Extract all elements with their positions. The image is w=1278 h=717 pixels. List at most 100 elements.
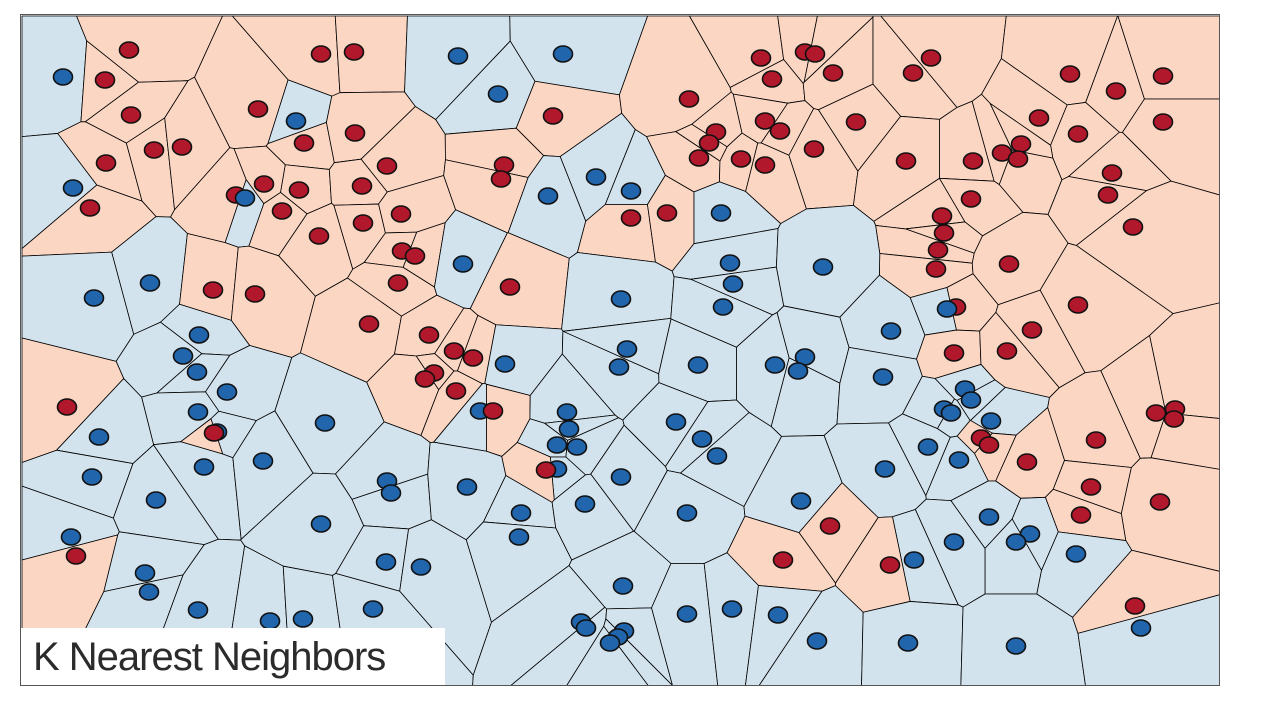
red-data-point (1085, 431, 1107, 449)
blue-data-point (806, 632, 828, 650)
red-data-point (418, 326, 440, 344)
red-data-point (688, 149, 710, 167)
red-data-point (1016, 453, 1038, 471)
blue-data-point (546, 436, 568, 454)
blue-data-point (566, 438, 588, 456)
blue-data-point (88, 428, 110, 446)
red-data-point (244, 285, 266, 303)
blue-data-point (880, 322, 902, 340)
blue-region-cell (1077, 594, 1219, 685)
red-data-point (499, 278, 521, 296)
blue-data-point (556, 403, 578, 421)
red-data-point (1007, 150, 1029, 168)
red-data-point (1097, 186, 1119, 204)
red-region-cell (1149, 302, 1219, 419)
red-data-point (1010, 135, 1032, 153)
blue-data-point (494, 355, 516, 373)
red-data-point (247, 100, 269, 118)
red-data-point (803, 140, 825, 158)
blue-data-point (552, 45, 574, 63)
blue-data-point (978, 508, 1000, 526)
red-data-point (202, 281, 224, 299)
blue-data-point (1005, 533, 1027, 551)
blue-data-point (1019, 525, 1041, 543)
red-data-point (414, 370, 436, 388)
red-data-point (845, 113, 867, 131)
red-data-point (927, 241, 949, 259)
blue-data-point (487, 85, 509, 103)
red-data-point (351, 177, 373, 195)
red-data-point (925, 260, 947, 278)
red-region-cell (1117, 15, 1219, 100)
blue-data-point (787, 362, 809, 380)
red-data-point (143, 141, 165, 159)
blue-data-point (52, 68, 74, 86)
blue-data-point (60, 528, 82, 546)
red-data-point (730, 150, 752, 168)
red-data-point (996, 342, 1018, 360)
blue-data-point (380, 484, 402, 502)
red-data-point (933, 224, 955, 242)
blue-data-point (676, 504, 698, 522)
blue-data-point (187, 601, 209, 619)
blue-data-point (812, 258, 834, 276)
red-data-point (120, 106, 142, 124)
data-points (52, 41, 1186, 655)
red-data-point (1021, 321, 1043, 339)
red-data-point (678, 90, 700, 108)
red-data-point (95, 154, 117, 172)
blue-data-point (936, 300, 958, 318)
blue-data-point (81, 468, 103, 486)
red-data-point (1124, 597, 1146, 615)
red-data-point (931, 207, 953, 225)
blue-data-point (292, 610, 314, 628)
red-data-point (920, 49, 942, 67)
red-data-point (56, 398, 78, 416)
caption-background (21, 628, 445, 685)
blue-data-point (145, 491, 167, 509)
blue-data-point (903, 551, 925, 569)
red-data-point (293, 134, 315, 152)
red-data-point (490, 170, 512, 188)
blue-data-point (960, 391, 982, 409)
red-data-point (819, 517, 841, 535)
blue-data-point (948, 451, 970, 469)
blue-data-point (188, 326, 210, 344)
blue-data-point (139, 274, 161, 292)
red-data-point (1145, 404, 1167, 422)
red-data-point (79, 199, 101, 217)
red-data-point (387, 274, 409, 292)
red-data-point (310, 45, 332, 63)
blue-data-point (585, 168, 607, 186)
blue-data-point (187, 403, 209, 421)
voronoi-cells (21, 15, 1219, 685)
blue-region-cell (551, 473, 634, 561)
blue-data-point (710, 204, 732, 222)
blue-data-point (691, 430, 713, 448)
red-data-point (895, 152, 917, 170)
blue-data-point (620, 182, 642, 200)
red-data-point (482, 402, 504, 420)
red-data-point (1152, 67, 1174, 85)
blue-data-point (872, 368, 894, 386)
blue-data-point (410, 558, 432, 576)
blue-data-point (138, 583, 160, 601)
red-data-point (750, 49, 772, 67)
red-data-point (352, 214, 374, 232)
red-data-point (822, 64, 844, 82)
red-data-point (1070, 506, 1092, 524)
red-data-point (1067, 125, 1089, 143)
blue-data-point (665, 413, 687, 431)
plot-title: K Nearest Neighbors (33, 635, 386, 679)
red-data-point (698, 134, 720, 152)
blue-data-point (193, 458, 215, 476)
red-data-point (253, 175, 275, 193)
blue-data-point (234, 189, 256, 207)
red-data-point (462, 349, 484, 367)
red-data-point (960, 190, 982, 208)
blue-data-point (764, 356, 786, 374)
blue-data-point (537, 187, 559, 205)
blue-data-point (874, 460, 896, 478)
red-data-point (308, 227, 330, 245)
red-data-point (94, 71, 116, 89)
